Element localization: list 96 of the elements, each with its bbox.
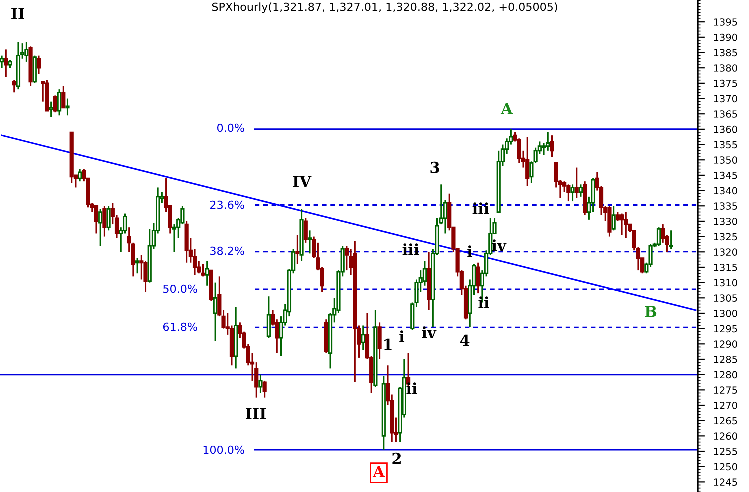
candlestick: [574, 167, 579, 200]
candlestick: [526, 136, 530, 187]
candlestick: [98, 208, 103, 247]
annotation: 61.8%: [163, 322, 198, 332]
candlestick: [570, 184, 575, 202]
candlestick: [344, 245, 349, 272]
y-tick-label: 1375: [714, 80, 738, 88]
annotation: iv: [422, 326, 437, 338]
y-tick-label: 1265: [714, 417, 738, 425]
y-tick-label: 1335: [714, 202, 738, 210]
annotation: B: [645, 306, 657, 318]
annotation: III: [246, 408, 266, 420]
y-tick-label: 1370: [714, 95, 738, 103]
candlestick: [49, 101, 54, 118]
y-tick-label: 1305: [714, 294, 738, 302]
candlestick: [78, 168, 82, 182]
candlestick: [361, 324, 366, 352]
candlestick: [566, 184, 571, 202]
y-tick-label: 1270: [714, 402, 738, 410]
candlestick: [12, 80, 16, 94]
annotation: ii: [478, 296, 490, 308]
annotation: 38.2%: [210, 246, 244, 256]
candlestick: [308, 230, 312, 254]
chart-title: SPXhourly(1,321.87, 1,327.01, 1,320.88, 1,322.02, +0.05005): [212, 2, 558, 14]
candlestick: [62, 86, 66, 109]
y-tick-label: 1340: [714, 187, 738, 195]
annotation: 23.6%: [210, 200, 244, 210]
annotation: A: [500, 103, 514, 114]
annotation: 4: [460, 334, 470, 346]
candlestick: [205, 260, 210, 287]
candlestick: [36, 55, 42, 75]
annotation: iii: [402, 244, 420, 256]
candlestick: [296, 234, 300, 266]
y-tick-label: 1250: [714, 463, 738, 471]
candlestick: [214, 282, 218, 342]
y-tick-label: 1285: [714, 356, 738, 364]
y-tick-label: 1380: [714, 64, 738, 72]
annotation: 50.0%: [164, 284, 198, 294]
y-tick-label: 1320: [714, 248, 738, 256]
candlestick: [66, 98, 70, 116]
y-tick-label: 1350: [714, 156, 738, 164]
annotation: 3: [430, 162, 440, 174]
annotation: 0.0%: [218, 124, 244, 132]
candlestick: [4, 48, 8, 78]
y-tick-label: 1255: [714, 448, 738, 456]
candlestick: [624, 211, 628, 240]
candlestick: [620, 213, 624, 236]
candlestick: [57, 88, 62, 116]
candlestick: [94, 205, 99, 234]
candlestick: [266, 296, 271, 339]
y-tick-label: 1325: [714, 233, 738, 241]
annotation: i: [400, 330, 405, 342]
candlestick: [258, 374, 263, 394]
candlestick: [612, 205, 616, 232]
annotation: iii: [472, 202, 490, 214]
annotation: 2: [392, 452, 401, 464]
y-tick-label: 1365: [714, 110, 738, 118]
candlestick: [669, 230, 674, 250]
candlestick: [262, 380, 267, 399]
y-tick-label: 1315: [714, 264, 738, 272]
annotation: IV: [293, 176, 312, 188]
candlestick: [550, 134, 554, 158]
candlestick: [0, 55, 4, 69]
candlestick: [616, 211, 620, 222]
y-tick-label: 1260: [714, 432, 738, 440]
y-tick-label: 1385: [714, 49, 738, 57]
annotation: II: [12, 8, 24, 20]
candlestick: [546, 132, 550, 152]
y-tick-label: 1295: [714, 325, 738, 333]
candlestick: [53, 94, 58, 114]
annotation: ii: [406, 382, 418, 394]
candlestick: [378, 322, 382, 360]
y-tick-label: 1355: [714, 141, 738, 149]
y-tick-label: 1310: [714, 279, 738, 287]
annotation: 100.0%: [204, 446, 244, 454]
y-tick-label: 1300: [714, 310, 738, 318]
y-tick-label: 1245: [714, 478, 738, 486]
annotation: A: [372, 466, 386, 478]
y-tick-label: 1275: [714, 386, 738, 394]
candlestick: [656, 226, 662, 247]
y-tick-label: 1360: [714, 126, 738, 134]
candlestick: [102, 205, 107, 238]
y-tick-label: 1330: [714, 218, 738, 226]
annotation: 1: [384, 338, 392, 350]
y-tick-label: 1390: [714, 34, 738, 42]
candlestick: [578, 184, 584, 198]
candlestick: [135, 258, 140, 274]
candlestick: [476, 262, 480, 294]
y-tick-label: 1395: [714, 18, 738, 26]
candlestick: [106, 205, 111, 232]
y-tick-label: 1290: [714, 340, 738, 348]
y-tick-label: 1280: [714, 371, 738, 379]
y-tick-label: 1345: [714, 172, 738, 180]
candlestick: [24, 41, 29, 63]
candlestick: [201, 264, 206, 278]
candlestick: [304, 218, 308, 244]
